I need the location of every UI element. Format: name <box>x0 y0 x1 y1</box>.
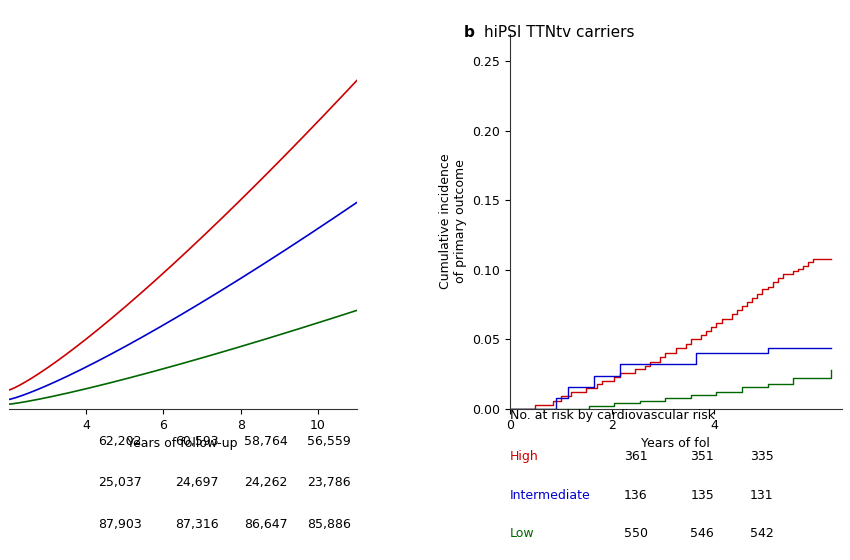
Y-axis label: Cumulative incidence
of primary outcome: Cumulative incidence of primary outcome <box>439 153 467 289</box>
Text: 136: 136 <box>624 489 648 502</box>
Text: No. at risk by cardiovascular risk: No. at risk by cardiovascular risk <box>510 409 715 422</box>
Text: b: b <box>463 25 474 40</box>
Text: 24,697: 24,697 <box>175 476 218 489</box>
Text: 62,202: 62,202 <box>99 435 142 447</box>
Text: 60,593: 60,593 <box>175 435 218 447</box>
Text: 335: 335 <box>750 450 774 463</box>
Text: High: High <box>510 450 539 463</box>
X-axis label: Years of fol: Years of fol <box>641 437 710 450</box>
Text: 351: 351 <box>690 450 714 463</box>
Text: 87,316: 87,316 <box>175 519 218 531</box>
Text: 85,886: 85,886 <box>307 519 351 531</box>
Text: 23,786: 23,786 <box>307 476 351 489</box>
Text: hiPSI TTNtv carriers: hiPSI TTNtv carriers <box>484 25 635 40</box>
Text: Intermediate: Intermediate <box>510 489 591 502</box>
Text: 86,647: 86,647 <box>245 519 288 531</box>
Text: 25,037: 25,037 <box>98 476 142 489</box>
Text: 56,559: 56,559 <box>307 435 351 447</box>
X-axis label: Years of follow-up: Years of follow-up <box>128 437 238 450</box>
Text: 361: 361 <box>624 450 648 463</box>
Text: 131: 131 <box>750 489 774 502</box>
Text: 546: 546 <box>690 528 714 540</box>
Text: 542: 542 <box>750 528 774 540</box>
Text: 58,764: 58,764 <box>244 435 288 447</box>
Text: 87,903: 87,903 <box>98 519 142 531</box>
Text: 24,262: 24,262 <box>245 476 288 489</box>
Text: 135: 135 <box>690 489 714 502</box>
Text: 550: 550 <box>624 528 648 540</box>
Text: Low: Low <box>510 528 535 540</box>
